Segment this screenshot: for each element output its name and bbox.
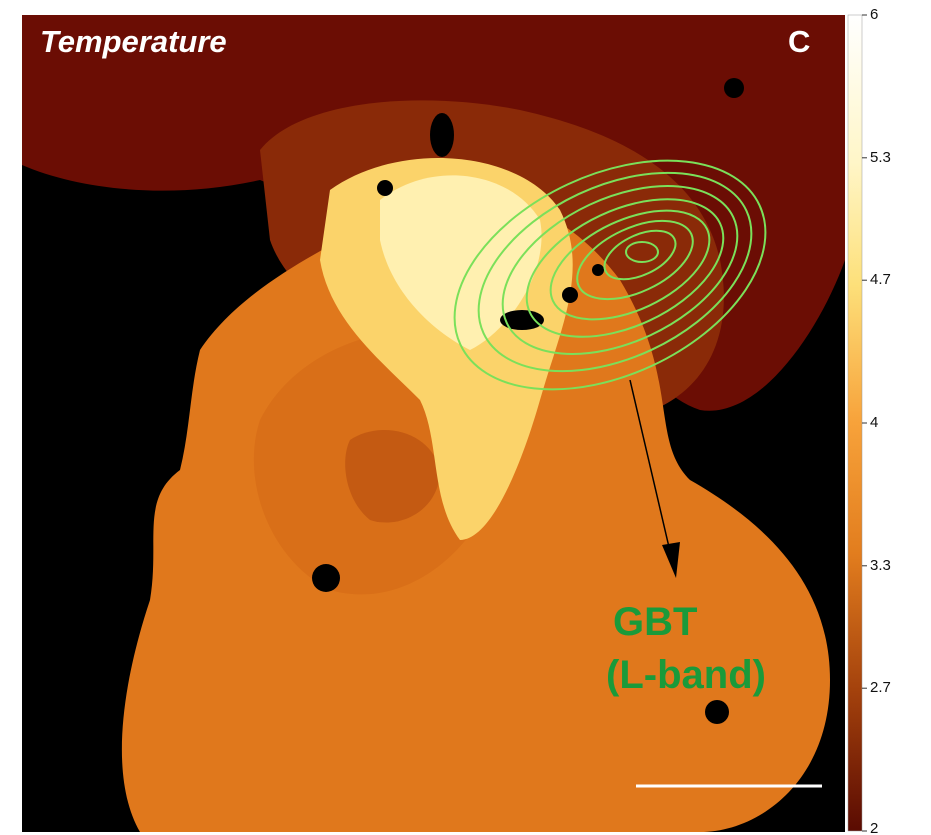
tick-label: 3.3 (870, 557, 891, 574)
panel-title: Temperature (40, 24, 227, 59)
tick-label: 2.7 (870, 679, 891, 696)
radio-contours (453, 159, 767, 391)
arrowhead (662, 542, 680, 578)
colorbar-axis: 2 2.7 3.3 4 4.7 5.3 6 (862, 6, 891, 835)
tick-label: 2 (870, 820, 878, 835)
panel-letter: C (788, 24, 810, 59)
tick-label: 4.7 (870, 271, 891, 288)
tick-label: 5.3 (870, 149, 891, 166)
annotation-line: (L-band) (606, 653, 766, 697)
arrow (629, 379, 673, 561)
temperature-map (22, 15, 845, 832)
tick-label: 6 (870, 6, 878, 23)
tick-label: 4 (870, 414, 878, 431)
annotation-line: GBT (613, 600, 697, 644)
colorbar (847, 14, 863, 832)
